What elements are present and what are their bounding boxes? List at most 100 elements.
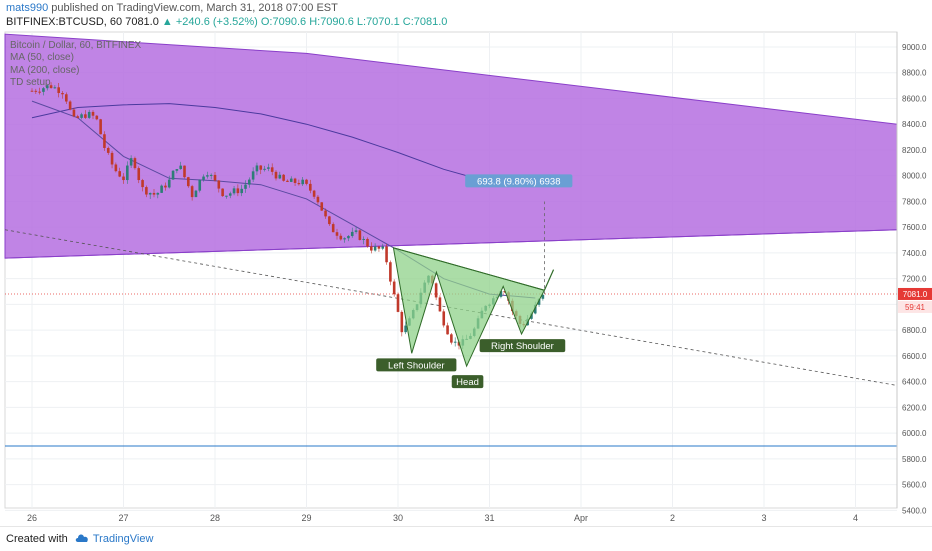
candle-body: [76, 116, 80, 118]
candle-body: [206, 175, 209, 177]
channel-lower-line: [4, 229, 898, 259]
candle-body: [286, 180, 289, 182]
candle-body: [370, 246, 373, 251]
candle-body: [129, 158, 133, 166]
candle-body: [152, 192, 156, 195]
footer: Created with TradingView: [0, 526, 932, 551]
candle-body: [297, 182, 301, 185]
candle-body: [453, 341, 457, 343]
candle-body: [312, 190, 316, 197]
candle-body: [126, 165, 129, 181]
candle-body: [65, 94, 68, 102]
candle-body: [30, 90, 34, 92]
candle-body: [541, 294, 545, 299]
tradingview-logo[interactable]: TradingView: [74, 532, 153, 545]
y-tick-label: 6600.0: [902, 352, 927, 361]
y-tick-label: 8400.0: [902, 120, 927, 129]
candle-body: [263, 168, 266, 170]
candle-body: [217, 180, 221, 189]
legend-ma200[interactable]: MA (200, close): [10, 64, 80, 76]
candle-body: [377, 246, 381, 249]
candle-body: [118, 171, 121, 177]
candle-body: [316, 196, 320, 203]
author-link[interactable]: mats990: [6, 2, 49, 14]
candle-body: [270, 167, 274, 172]
published-text: published on TradingView.com, March 31, …: [51, 2, 338, 14]
candle-body: [34, 90, 38, 92]
countdown-badge-text: 59:41: [905, 303, 926, 312]
candle-body: [282, 174, 285, 181]
candle-body: [148, 192, 152, 195]
candle-body: [240, 188, 243, 194]
candle-body: [251, 171, 255, 180]
candle-body: [137, 168, 141, 181]
chart-header: mats990 published on TradingView.com, Ma…: [0, 0, 932, 30]
candle-body: [145, 187, 148, 195]
candle-body: [255, 165, 259, 172]
candle-body: [236, 188, 240, 194]
y-tick-label: 7600.0: [902, 223, 927, 232]
last-price-badge-text: 7081.0: [903, 290, 928, 299]
candle-body: [194, 190, 198, 198]
candle-body: [106, 147, 110, 153]
candle-body: [179, 165, 182, 170]
x-tick-label: 4: [853, 513, 858, 523]
candle-body: [160, 185, 163, 193]
candle-body: [198, 179, 202, 191]
candle-body: [404, 325, 407, 333]
x-tick-label: 2: [670, 513, 675, 523]
candle-body: [434, 283, 438, 298]
ohlc-values: O:7090.6 H:7090.6 L:7070.1 C:7081.0: [260, 16, 448, 28]
candle-body: [91, 111, 95, 116]
candle-body: [183, 165, 186, 178]
candle-body: [385, 246, 388, 263]
candle-body: [221, 188, 224, 197]
last-value: 7081.0: [125, 16, 159, 28]
left-shoulder-label-text: Left Shoulder: [388, 360, 445, 371]
candle-body: [202, 176, 205, 180]
candle-body: [289, 178, 293, 182]
candle-body: [446, 325, 449, 335]
y-tick-label: 7800.0: [902, 197, 927, 206]
pattern-breakout-line: [543, 269, 555, 291]
candle-body: [278, 174, 282, 179]
candle-body: [99, 119, 102, 135]
candle-body: [320, 202, 324, 211]
candle-body: [305, 179, 308, 184]
legend-td[interactable]: TD setup: [10, 77, 51, 89]
publish-line: mats990 published on TradingView.com, Ma…: [6, 2, 338, 14]
legend-ma50[interactable]: MA (50, close): [10, 52, 74, 64]
y-tick-label: 8600.0: [902, 94, 927, 103]
candle-body: [438, 297, 442, 312]
candle-body: [293, 178, 297, 183]
candle-body: [400, 311, 404, 333]
candle-body: [442, 311, 446, 326]
y-tick-label: 6200.0: [902, 403, 927, 412]
price-chart[interactable]: 26 27 28 29 30 31 Apr 2 3 4 9000.0 8800.0 8600.0 8400…: [0, 30, 932, 526]
y-tick-label: 5600.0: [902, 481, 927, 490]
candle-body: [110, 152, 114, 165]
y-tick-label: 6800.0: [902, 326, 927, 335]
candle-body: [84, 114, 87, 118]
candle-body: [244, 184, 247, 189]
measure-label: 693.8 (9.80%) 6938: [465, 174, 573, 188]
right-shoulder-label-text: Right Shoulder: [491, 341, 554, 352]
candle-body: [133, 158, 137, 169]
candle-body: [530, 313, 533, 319]
candle-body: [225, 195, 228, 197]
candle-body: [57, 87, 60, 94]
candle-body: [274, 171, 278, 179]
right-shoulder-label-bg: [479, 339, 566, 353]
candle-body: [324, 210, 327, 217]
y-tick-label: 8000.0: [902, 172, 927, 181]
candle-body: [103, 134, 106, 148]
y-tick-label: 9000.0: [902, 43, 927, 52]
candle-body: [209, 174, 213, 176]
candle-body: [141, 180, 144, 188]
y-tick-label: 5400.0: [902, 506, 927, 515]
pattern-top-line: [393, 247, 545, 291]
candle-body: [350, 231, 354, 237]
candle-body: [396, 294, 400, 312]
head-label-text: Head: [456, 377, 479, 388]
legend-title: Bitcoin / Dollar, 60, BITFINEX: [10, 40, 142, 51]
